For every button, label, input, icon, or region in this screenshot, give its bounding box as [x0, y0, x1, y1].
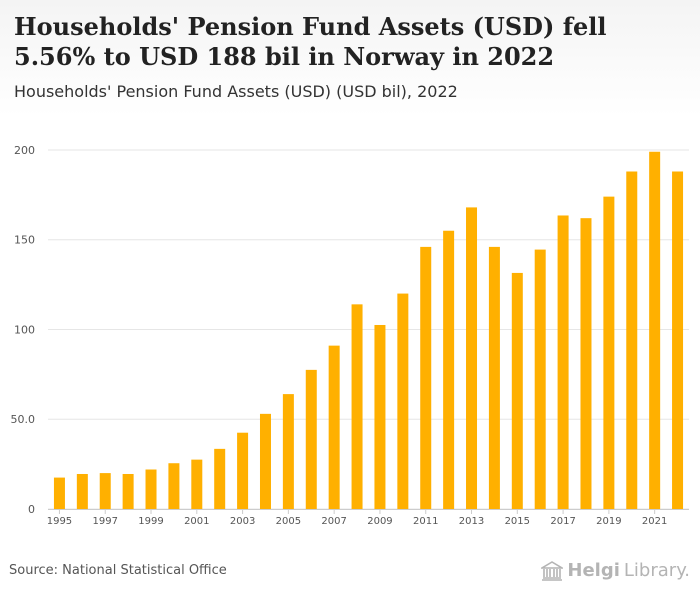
bar: [672, 171, 684, 509]
bar: [580, 218, 592, 509]
bar: [122, 473, 134, 509]
bar: [397, 293, 409, 509]
bar: [168, 463, 180, 509]
bar: [626, 171, 638, 509]
bar: [259, 413, 271, 509]
y-tick-label: 200: [14, 144, 35, 157]
y-tick-label: 100: [14, 323, 35, 336]
bar: [351, 304, 363, 509]
x-tick-label: 1995: [47, 516, 72, 527]
bar: [534, 249, 546, 510]
logo-suffix: Library.: [623, 560, 690, 581]
x-tick-label: 2017: [550, 516, 575, 527]
x-tick-label: 2015: [505, 516, 530, 527]
y-tick-label: 150: [14, 234, 35, 247]
y-tick-label: 50.0: [11, 413, 36, 426]
bar: [488, 246, 500, 509]
bar: [374, 324, 386, 509]
bar-chart: 0 50.0 100 150 200 1995 1997 1999 2001 2003 2005 20…: [11, 144, 689, 527]
x-tick-label: 2013: [459, 516, 484, 527]
bar: [99, 473, 111, 509]
x-tick-label: 2011: [413, 516, 438, 527]
logo-brand: Helgi: [567, 560, 620, 581]
bar: [603, 196, 615, 509]
bar: [557, 215, 569, 509]
x-tick-label: 2009: [367, 516, 392, 527]
bar: [145, 469, 157, 509]
x-tick-label: 2021: [642, 516, 667, 527]
bar: [53, 477, 65, 509]
library-building-icon: [541, 560, 564, 581]
source-note: Source: National Statistical Office: [9, 563, 227, 578]
x-tick-label: 2007: [321, 516, 346, 527]
bar: [443, 230, 455, 509]
bar: [237, 432, 249, 509]
bar: [76, 473, 88, 509]
bar: [282, 394, 294, 509]
bar: [649, 151, 661, 509]
x-tick-label: 1999: [138, 516, 163, 527]
bar: [466, 207, 478, 509]
y-tick-label: 0: [28, 503, 35, 516]
bar: [191, 459, 203, 509]
bar: [420, 246, 432, 509]
chart-subtitle: Households' Pension Fund Assets (USD) (U…: [14, 82, 458, 101]
x-tick-label: 2001: [184, 516, 209, 527]
x-tick-label: 1997: [93, 516, 118, 527]
helgi-library-logo: Helgi Library.: [541, 560, 690, 581]
bar: [328, 345, 340, 509]
x-tick-label: 2005: [276, 516, 301, 527]
bar: [214, 448, 226, 509]
bar: [511, 272, 523, 509]
header: Households' Pension Fund Assets (USD) fe…: [0, 0, 700, 116]
x-tick-label: 2019: [596, 516, 621, 527]
x-tick-label: 2003: [230, 516, 255, 527]
bar: [305, 369, 317, 509]
chart-title: Households' Pension Fund Assets (USD) fe…: [14, 12, 607, 71]
